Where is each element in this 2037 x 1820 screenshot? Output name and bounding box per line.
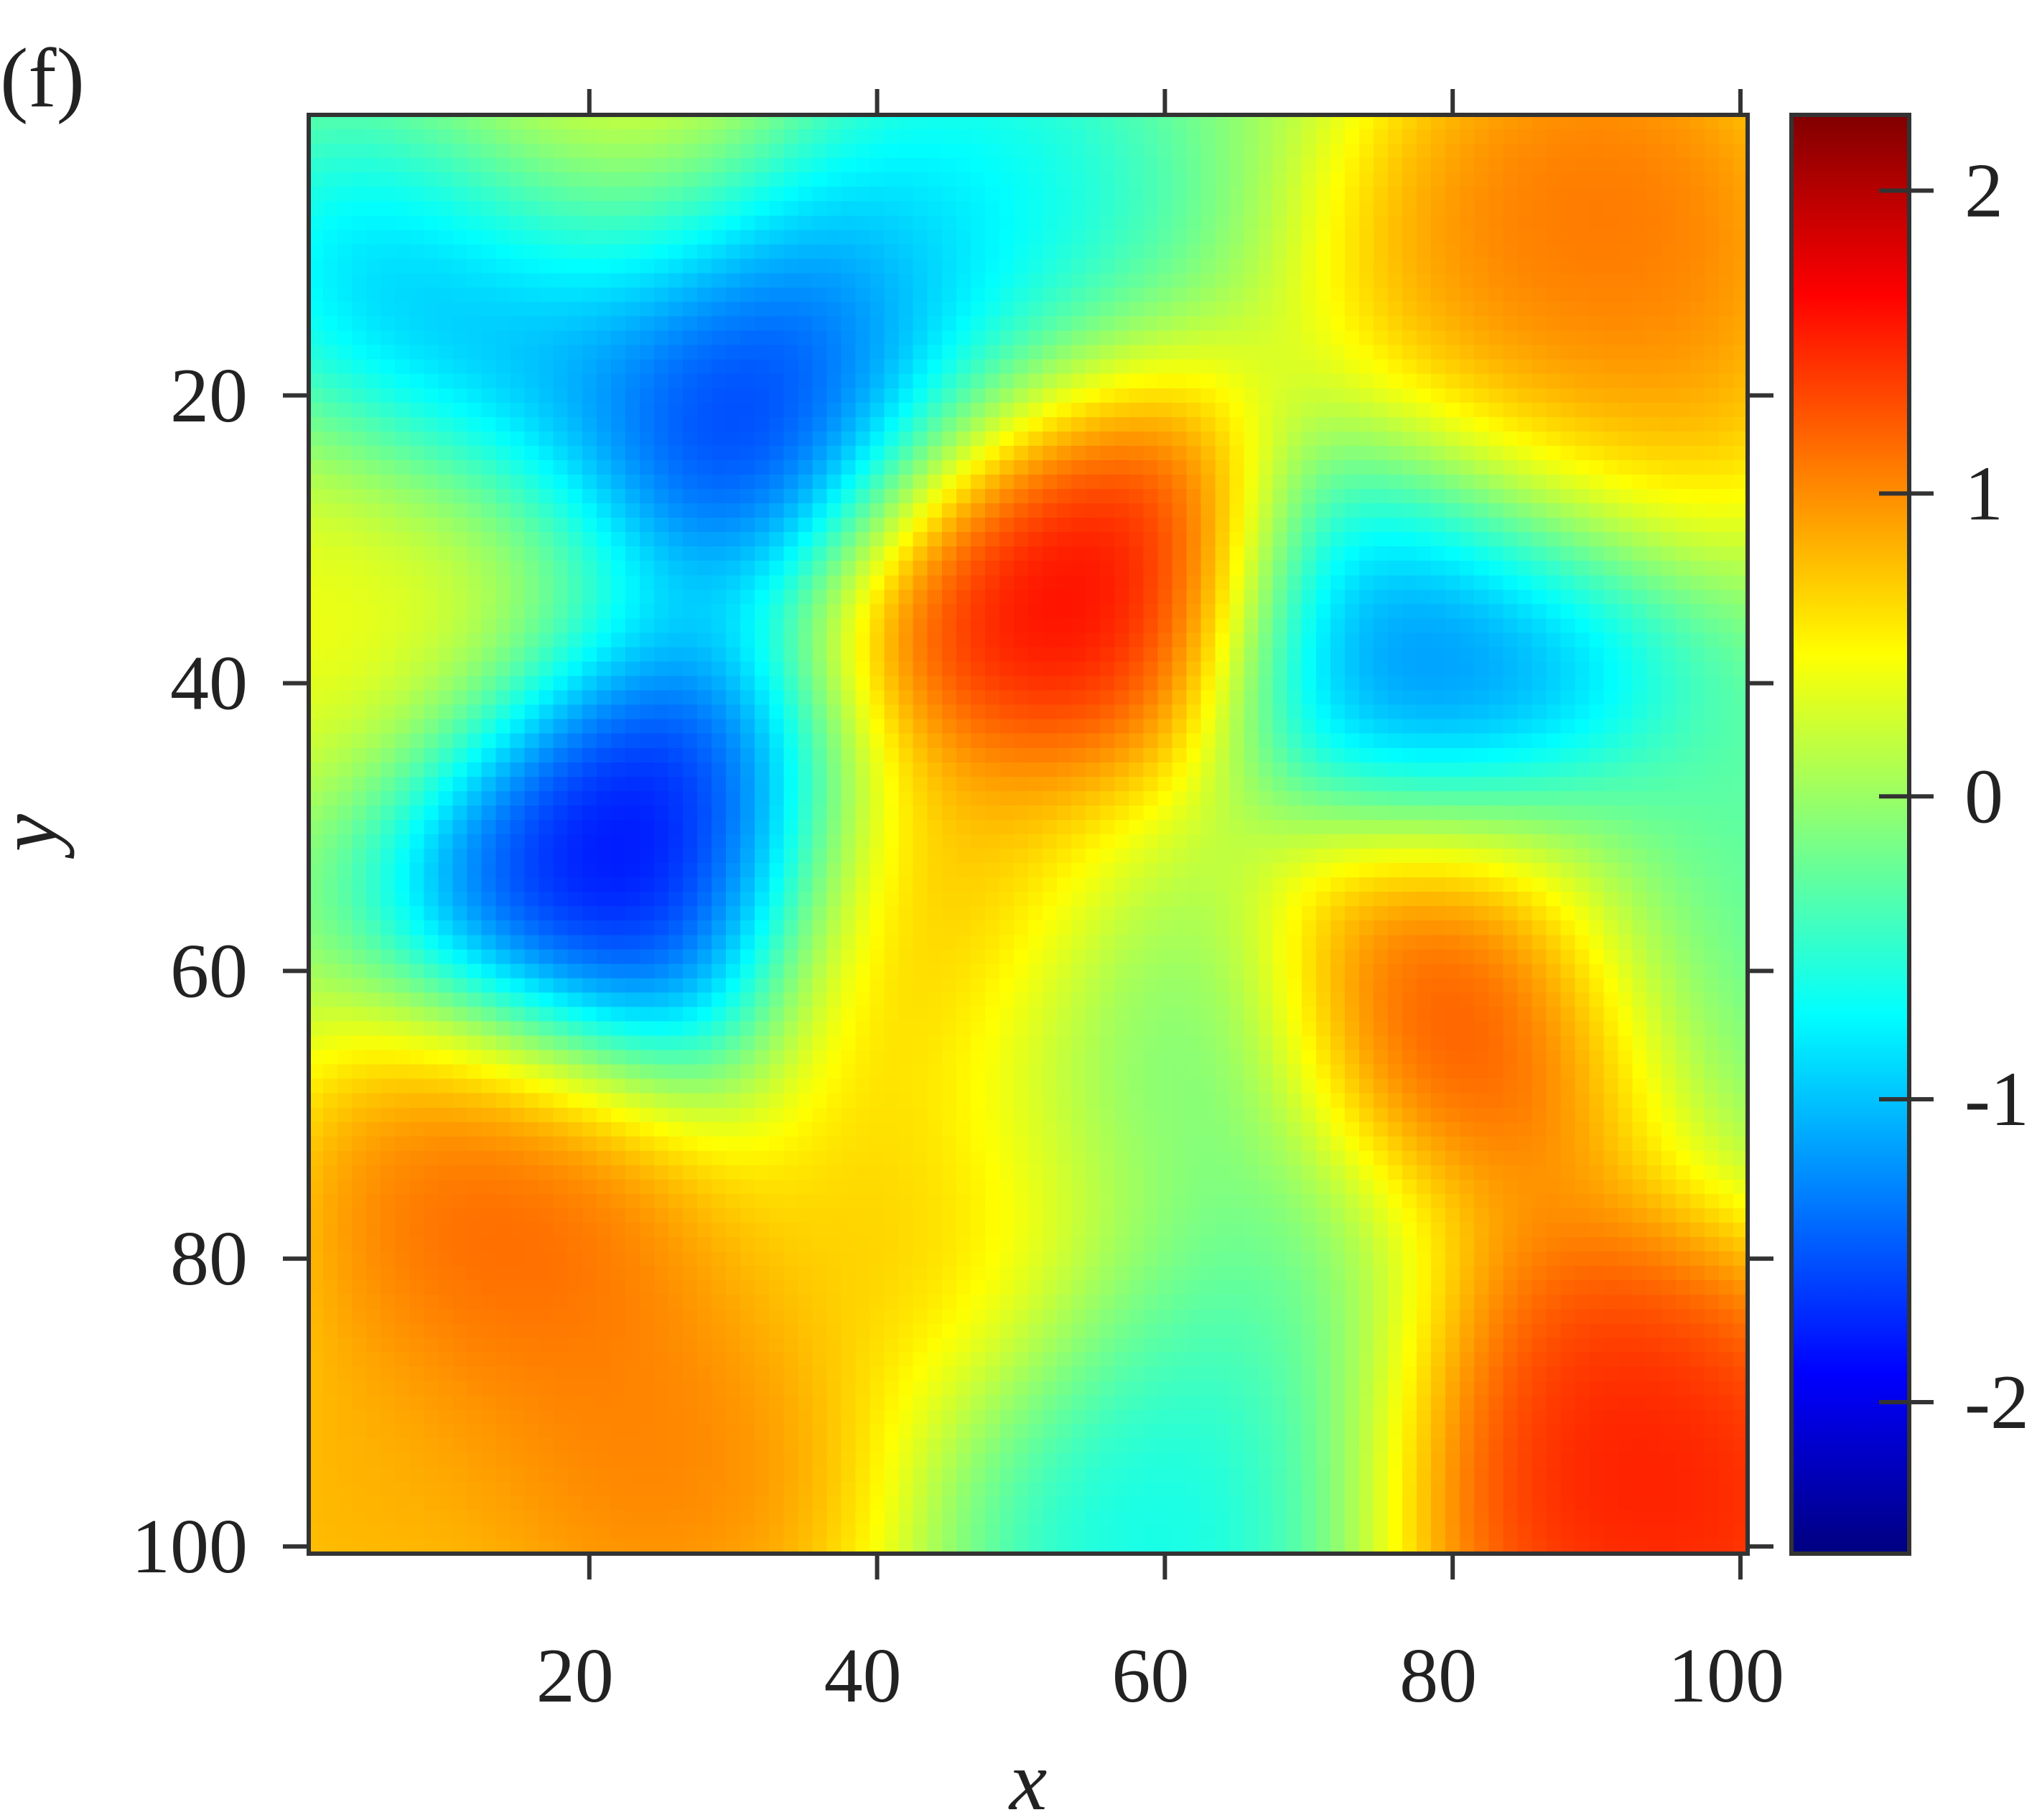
colorbar-tick-label: 1: [1964, 451, 2003, 536]
colorbar-tick-label: -1: [1964, 1057, 2029, 1142]
y-tick-label: 40: [170, 641, 248, 727]
y-tick-label: 80: [170, 1216, 248, 1302]
panel-label: (f): [0, 31, 85, 125]
y-axis: 20 40 60 80 100: [131, 353, 1773, 1590]
x-axis: 20 40 60 80 100: [536, 89, 1784, 1719]
x-tick-label: 80: [1399, 1633, 1477, 1719]
colorbar-gradient: [1791, 115, 1909, 1554]
colorbar-ticks: -2 -1 0 1 2: [1879, 148, 2029, 1445]
plot-frame: [307, 113, 1750, 1556]
x-tick-label: 60: [1111, 1633, 1189, 1719]
colorbar-frame: [1789, 113, 1911, 1556]
colorbar: -2 -1 0 1 2: [1789, 113, 2029, 1556]
heatmap-plot-area: [307, 113, 1750, 1556]
heatmap-canvas: [309, 115, 1748, 1554]
y-tick-label: 60: [170, 928, 248, 1014]
x-tick-label: 20: [536, 1633, 614, 1719]
x-tick-label: 40: [824, 1633, 902, 1719]
y-axis-title: y: [0, 813, 75, 859]
colorbar-tick-label: -2: [1964, 1360, 2029, 1445]
x-tick-label: 100: [1668, 1633, 1784, 1719]
y-tick-label: 20: [170, 353, 248, 439]
colorbar-tick-label: 2: [1964, 148, 2003, 233]
y-tick-label: 100: [131, 1504, 248, 1590]
x-axis-title: x: [1008, 1734, 1047, 1820]
colorbar-tick-label: 0: [1964, 754, 2003, 839]
